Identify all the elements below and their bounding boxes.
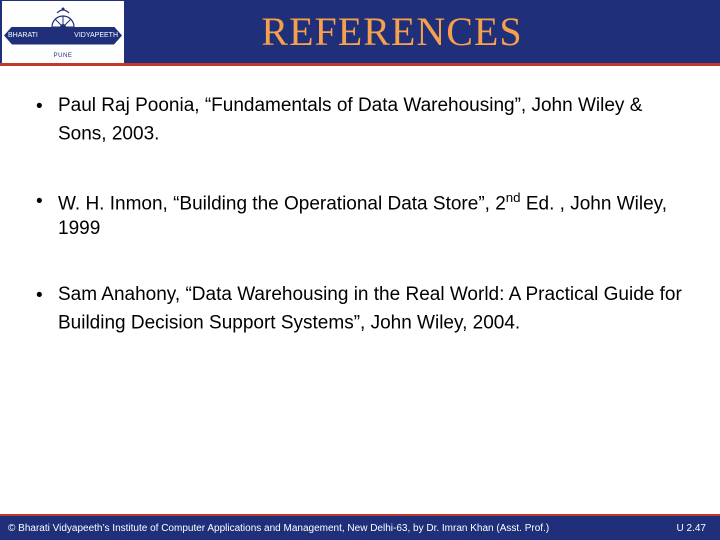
ref-text-before: Sam Anahony, “Data Warehousing in the Re…: [58, 284, 682, 333]
ref-text-before: W. H. Inmon, “Building the Operational D…: [58, 193, 506, 214]
reference-text: Paul Raj Poonia, “Fundamentals of Data W…: [58, 94, 684, 147]
logo-ribbon: BHARATI VIDYAPEETH: [4, 27, 122, 45]
slide-footer: © Bharati Vidyapeeth’s Institute of Comp…: [0, 514, 720, 540]
reference-item: • W. H. Inmon, “Building the Operational…: [36, 189, 684, 242]
ref-sup: nd: [506, 190, 521, 205]
footer-left: © Bharati Vidyapeeth’s Institute of Comp…: [8, 523, 549, 534]
ribbon-left: BHARATI: [8, 32, 38, 39]
ribbon-right: VIDYAPEETH: [74, 32, 118, 39]
bullet-icon: •: [36, 94, 58, 120]
reference-item: • Sam Anahony, “Data Warehousing in the …: [36, 283, 684, 336]
reference-text: W. H. Inmon, “Building the Operational D…: [58, 189, 684, 242]
reference-text: Sam Anahony, “Data Warehousing in the Re…: [58, 283, 684, 336]
slide-header: BHARATI VIDYAPEETH PUNE REFERENCES: [0, 0, 720, 66]
reference-item: • Paul Raj Poonia, “Fundamentals of Data…: [36, 94, 684, 147]
bullet-icon: •: [36, 283, 58, 309]
institute-logo: BHARATI VIDYAPEETH PUNE: [2, 1, 124, 63]
footer-right: U 2.47: [677, 523, 706, 534]
slide-title: REFERENCES: [124, 8, 720, 55]
ref-text-before: Paul Raj Poonia, “Fundamentals of Data W…: [58, 95, 642, 144]
slide-content: • Paul Raj Poonia, “Fundamentals of Data…: [0, 66, 720, 336]
logo-bottom-text: PUNE: [54, 53, 73, 59]
bullet-icon: •: [36, 189, 58, 215]
